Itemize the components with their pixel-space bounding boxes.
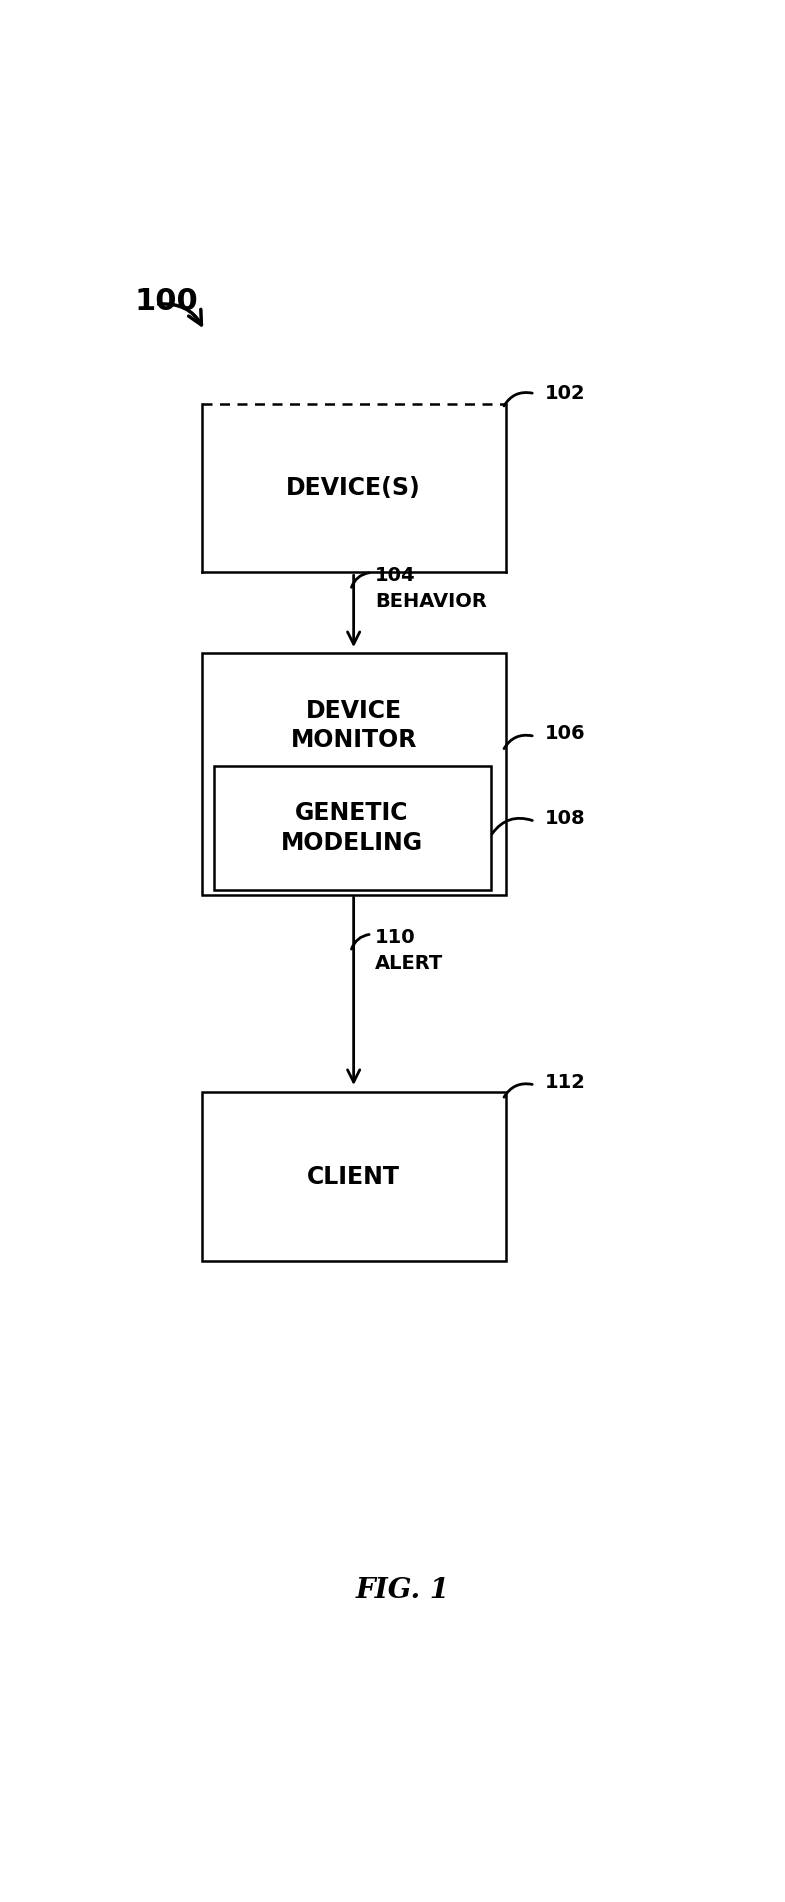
Text: DEVICE(S): DEVICE(S) <box>287 476 421 500</box>
Text: 112: 112 <box>546 1073 586 1092</box>
Bar <box>202 652 506 894</box>
Bar <box>214 767 491 890</box>
Text: CLIENT: CLIENT <box>307 1164 400 1189</box>
Text: 108: 108 <box>546 808 586 827</box>
Text: 110: 110 <box>375 928 415 947</box>
Text: 106: 106 <box>546 725 586 744</box>
Text: GENETIC
MODELING: GENETIC MODELING <box>281 801 423 854</box>
Text: BEHAVIOR: BEHAVIOR <box>375 592 487 611</box>
Text: 102: 102 <box>546 384 586 403</box>
Text: ALERT: ALERT <box>375 955 444 974</box>
Text: 104: 104 <box>375 565 415 584</box>
Bar <box>202 403 506 573</box>
Text: 100: 100 <box>135 287 199 316</box>
Bar <box>202 1092 506 1261</box>
Text: FIG. 1: FIG. 1 <box>356 1577 449 1603</box>
Text: DEVICE
MONITOR: DEVICE MONITOR <box>290 698 417 753</box>
